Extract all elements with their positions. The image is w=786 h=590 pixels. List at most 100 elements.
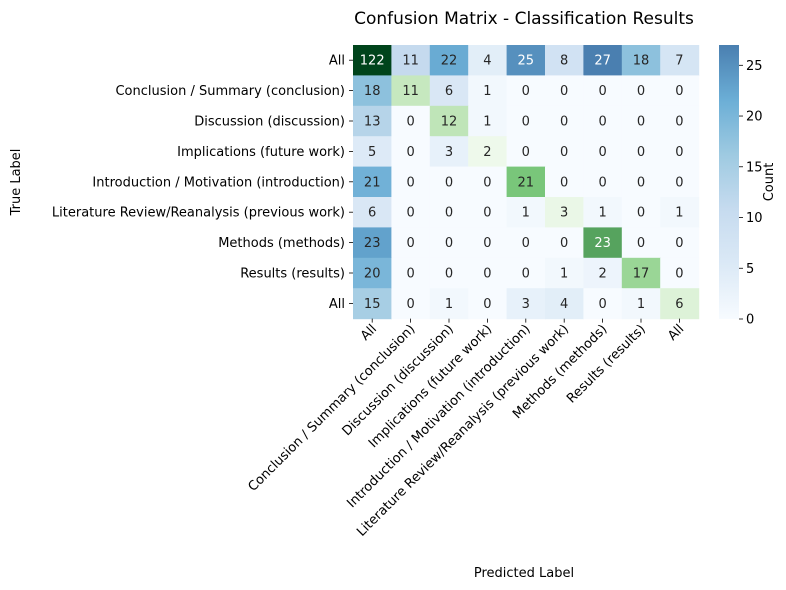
- y-tick-label: Results (results): [240, 267, 345, 282]
- colorbar-label: Count: [762, 163, 777, 202]
- cell-value-label: 0: [483, 175, 491, 190]
- cell-value-label: 0: [560, 175, 568, 190]
- cell-value-label: 4: [483, 54, 491, 69]
- heatmap-cell: [583, 257, 623, 289]
- cell-value-label: 0: [406, 115, 414, 130]
- cell-value-label: 1: [445, 297, 453, 312]
- heatmap-cell: [660, 75, 700, 107]
- heatmap-cell: [468, 105, 508, 137]
- cell-value-label: 25: [518, 54, 535, 69]
- heatmap-cell: [660, 105, 700, 137]
- y-tick-label: All: [329, 54, 345, 69]
- heatmap-cell: [621, 257, 661, 289]
- y-tick-label: Literature Review/Reanalysis (previous w…: [52, 206, 345, 221]
- cell-value-label: 0: [483, 206, 491, 221]
- cell-value-label: 1: [675, 206, 683, 221]
- heatmap-cell: [506, 136, 546, 168]
- heatmap-cell: [429, 105, 469, 137]
- heatmap-cell: [353, 288, 392, 320]
- cell-value-label: 3: [522, 297, 530, 312]
- heatmap-cell: [506, 75, 546, 107]
- chart-title: Confusion Matrix - Classification Result…: [354, 9, 694, 29]
- heatmap-cell: [353, 75, 392, 107]
- heatmap-cell: [583, 75, 623, 107]
- cell-value-label: 0: [560, 115, 568, 130]
- heatmap-cell: [429, 136, 469, 168]
- y-tick-label: Implications (future work): [177, 145, 345, 160]
- cell-value-label: 6: [675, 297, 683, 312]
- cell-value-label: 22: [441, 54, 458, 69]
- heatmap-cell: [660, 227, 700, 259]
- heatmap-cell: [468, 75, 508, 107]
- cell-value-label: 5: [368, 145, 376, 160]
- cell-value-label: 0: [675, 175, 683, 190]
- heatmap-cell: [391, 257, 431, 289]
- cell-value-label: 27: [594, 54, 611, 69]
- cell-value-label: 0: [522, 145, 530, 160]
- colorbar-tick-label: 20: [746, 110, 763, 125]
- cell-value-label: 0: [637, 236, 645, 251]
- heatmap-cell: [545, 166, 584, 198]
- heatmap-cell: [353, 257, 392, 289]
- heatmap-cell: [506, 166, 546, 198]
- cell-value-label: 0: [406, 236, 414, 251]
- cell-value-label: 17: [633, 267, 650, 282]
- heatmap-cell: [545, 45, 584, 76]
- heatmap-cell: [545, 105, 584, 137]
- cell-value-label: 0: [445, 267, 453, 282]
- heatmap-cell: [468, 288, 508, 320]
- heatmap-cell: [468, 257, 508, 289]
- cell-value-label: 0: [406, 145, 414, 160]
- heatmap-cell: [353, 197, 392, 228]
- heatmap-cell: [468, 166, 508, 198]
- heatmap-cell: [429, 197, 469, 228]
- cell-value-label: 0: [445, 206, 453, 221]
- heatmap-cell: [545, 197, 584, 228]
- heatmap-cell: [353, 136, 392, 168]
- cell-value-label: 0: [637, 206, 645, 221]
- heatmap-cell: [660, 166, 700, 198]
- cell-value-label: 12: [441, 115, 458, 130]
- cell-value-label: 0: [483, 267, 491, 282]
- colorbar-tick-label: 15: [746, 160, 763, 175]
- cell-value-label: 11: [402, 54, 419, 69]
- cell-value-label: 6: [445, 84, 453, 99]
- heatmap-cell: [429, 75, 469, 107]
- cell-value-label: 23: [594, 236, 611, 251]
- cell-value-label: 4: [560, 297, 568, 312]
- cell-value-label: 0: [445, 175, 453, 190]
- heatmap-cell: [468, 227, 508, 259]
- heatmap-cell: [429, 166, 469, 198]
- y-tick-label: Conclusion / Summary (conclusion): [115, 84, 345, 99]
- heatmap-cell: [583, 136, 623, 168]
- colorbar-tick-label: 0: [746, 313, 754, 328]
- cell-value-label: 0: [445, 236, 453, 251]
- cell-value-label: 0: [483, 297, 491, 312]
- heatmap-cell: [545, 227, 584, 259]
- cell-value-label: 0: [598, 297, 606, 312]
- cell-value-label: 0: [406, 206, 414, 221]
- cell-value-label: 1: [483, 84, 491, 99]
- heatmap-cell: [429, 227, 469, 259]
- x-tick-label: All: [358, 322, 380, 344]
- heatmap-cell: [660, 136, 700, 168]
- heatmap-cell: [468, 136, 508, 168]
- cell-value-label: 13: [364, 115, 381, 130]
- heatmap-cell: [506, 227, 546, 259]
- cell-value-label: 1: [522, 206, 530, 221]
- cell-value-label: 15: [364, 297, 381, 312]
- cell-value-label: 8: [560, 54, 568, 69]
- heatmap-cell: [391, 288, 431, 320]
- cell-value-label: 0: [675, 267, 683, 282]
- heatmap-cell: [545, 136, 584, 168]
- cell-value-label: 0: [675, 145, 683, 160]
- cell-value-label: 0: [675, 115, 683, 130]
- cell-value-label: 0: [560, 145, 568, 160]
- y-axis-label: True Label: [9, 149, 24, 217]
- heatmap-cell: [506, 105, 546, 137]
- heatmap-cell: [353, 227, 392, 259]
- heatmap-cell: [545, 75, 584, 107]
- cell-value-label: 18: [633, 54, 650, 69]
- cell-value-label: 1: [560, 267, 568, 282]
